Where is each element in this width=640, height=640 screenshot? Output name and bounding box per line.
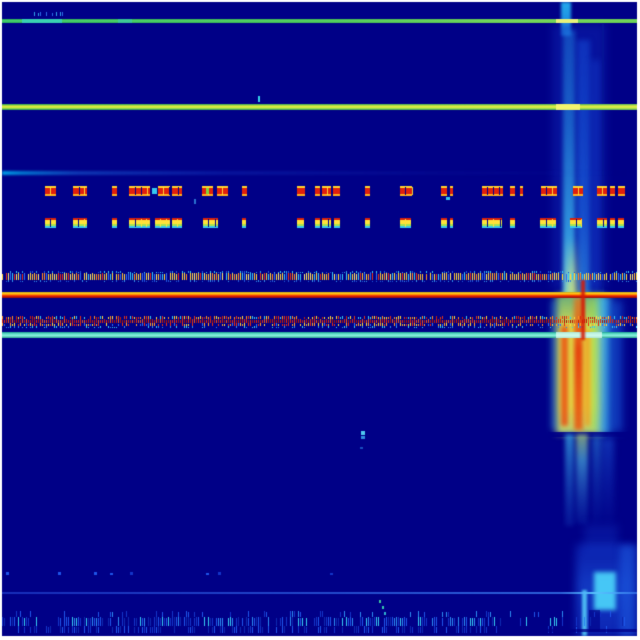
spectrogram-canvas bbox=[0, 0, 640, 640]
spectrogram-waterfall bbox=[0, 0, 640, 640]
